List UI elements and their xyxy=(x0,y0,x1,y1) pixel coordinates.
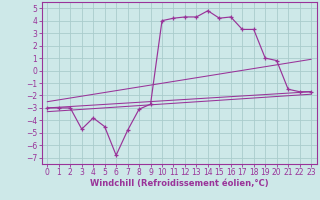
X-axis label: Windchill (Refroidissement éolien,°C): Windchill (Refroidissement éolien,°C) xyxy=(90,179,268,188)
